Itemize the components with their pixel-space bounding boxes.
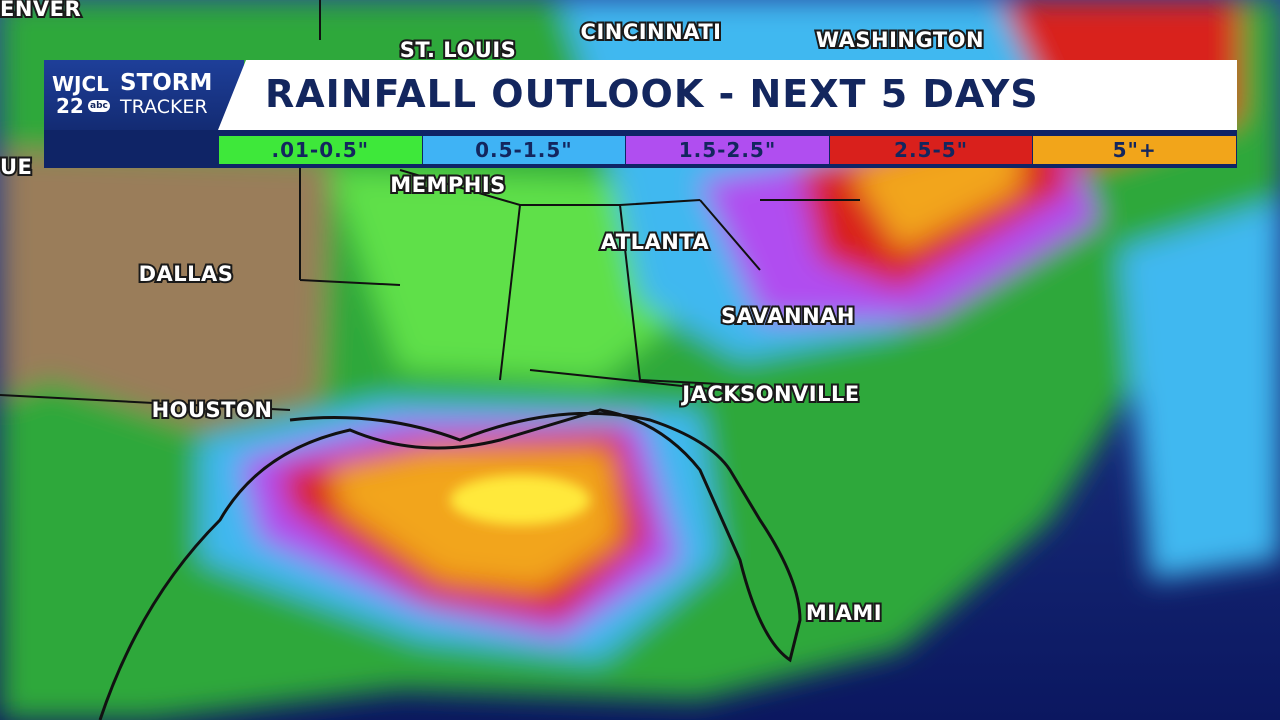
legend: .01-0.5" 0.5-1.5" 1.5-2.5" 2.5-5" 5"+ (218, 136, 1236, 164)
legend-entry: 2.5-5" (828, 136, 1033, 164)
city-label: MEMPHIS (390, 173, 506, 197)
logo-channel: 22 (56, 94, 84, 118)
city-label: UE (0, 155, 32, 179)
logo: WJCL 22 abc STORM TRACKER (44, 60, 244, 130)
coastline (98, 408, 802, 720)
legend-entry: 1.5-2.5" (625, 136, 829, 164)
rain-max (450, 475, 590, 525)
title: RAINFALL OUTLOOK - NEXT 5 DAYS (265, 72, 1039, 116)
state-borders (0, 0, 860, 411)
logo-station: WJCL (52, 72, 109, 96)
city-label: ATLANTA (601, 230, 710, 254)
legend-entry: .01-0.5" (218, 136, 422, 164)
city-label: SAVANNAH (721, 304, 855, 328)
city-label: HOUSTON (152, 398, 273, 422)
logo-brand-bottom: TRACKER (120, 96, 208, 118)
title-bar: RAINFALL OUTLOOK - NEXT 5 DAYS (218, 60, 1237, 130)
city-label: JACKSONVILLE (680, 382, 859, 406)
legend-entry: 0.5-1.5" (421, 136, 626, 164)
logo-network: abc (88, 100, 110, 112)
city-label: ST. LOUIS (400, 38, 517, 62)
logo-brand-top: STORM (120, 70, 213, 96)
city-label: DALLAS (139, 262, 234, 286)
city-label: ENVER (0, 0, 81, 21)
legend-entry: 5"+ (1032, 136, 1236, 164)
city-label: MIAMI (806, 601, 882, 625)
city-label: WASHINGTON (816, 28, 984, 52)
city-label: CINCINNATI (581, 20, 722, 44)
